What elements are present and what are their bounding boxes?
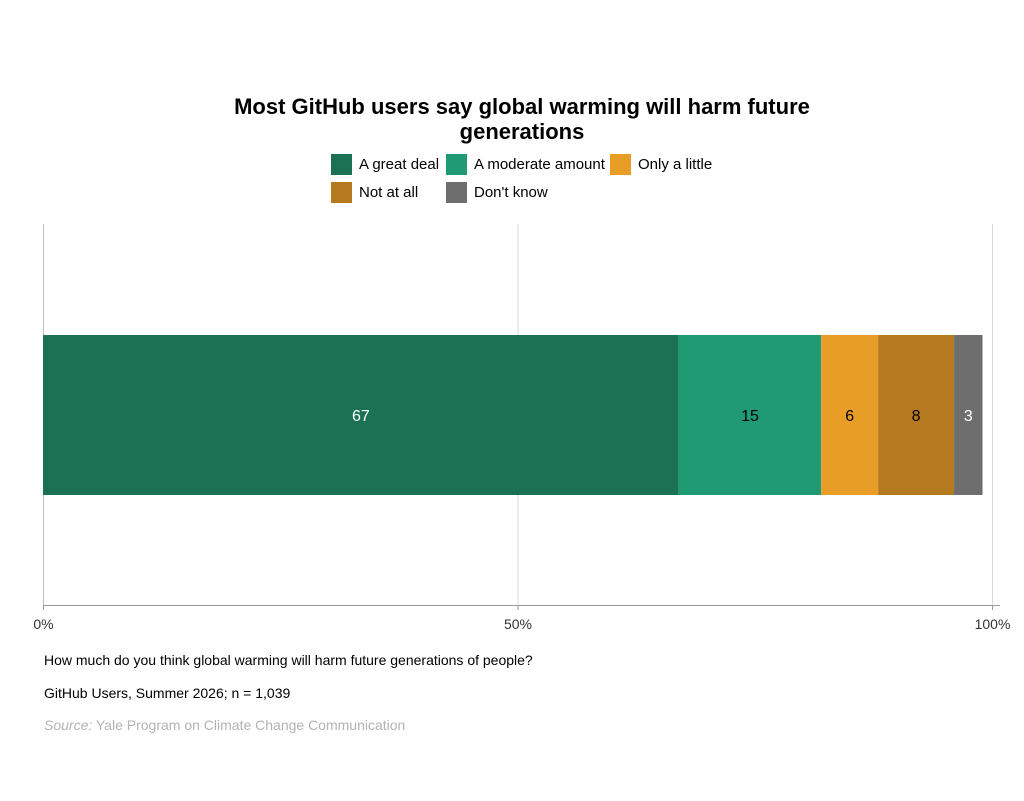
x-tick-label-50: 50% [504,616,532,632]
source-note: Source: Yale Program on Climate Change C… [44,716,405,734]
legend-item-a-great-deal: A great deal [331,153,439,175]
bar-a-great-deal [43,335,679,495]
legend-item-don-t-know: Don't know [446,181,548,203]
legend-item-not-at-all: Not at all [331,181,418,203]
data-label-a-moderate-amount: 15 [741,408,759,425]
legend-swatch-don-t-know [446,181,467,203]
data-label-don-t-know: 3 [964,408,973,425]
sample-info: GitHub Users, Summer 2026; n = 1,039 [44,685,291,701]
x-tick-label-0: 0% [33,616,53,632]
data-label-a-great-deal: 67 [352,408,370,425]
data-label-not-at-all: 8 [912,408,921,425]
legend-label-don-t-know: Don't know [474,183,548,201]
data-label-only-a-little: 6 [845,408,854,425]
legend-swatch-a-moderate-amount [446,153,467,175]
x-tick-label-100: 100% [975,616,1011,632]
legend-item-a-moderate-amount: A moderate amount [446,153,605,175]
source-label: Source: [44,717,93,733]
legend-item-only-a-little: Only a little [610,153,712,175]
data-labels: 67 15 6 8 3 [352,408,973,425]
legend-swatch-only-a-little [610,153,631,175]
legend-label-not-at-all: Not at all [359,183,419,201]
legend-label-a-moderate-amount: A moderate amount [474,155,605,173]
legend-swatch-a-great-deal [331,153,352,175]
bar-segments [43,335,983,495]
bar-not-at-all [878,335,955,495]
legend: A great deal A moderate amount Only a litt… [331,153,751,207]
legend-label-a-great-deal: A great deal [359,155,440,173]
source-text: Yale Program on Climate Change Communica… [92,717,406,733]
chart-title: Most GitHub users say global warming wil… [234,94,810,144]
legend-swatch-not-at-all [331,181,352,203]
survey-question: How much do you think global warming wil… [44,652,533,668]
bar-a-moderate-amount [678,335,822,495]
bar-only-a-little [821,335,879,495]
legend-label-only-a-little: Only a little [638,155,713,173]
bar-don-t-know [954,335,983,495]
x-axis: 0% 50% 100% [33,605,1010,632]
